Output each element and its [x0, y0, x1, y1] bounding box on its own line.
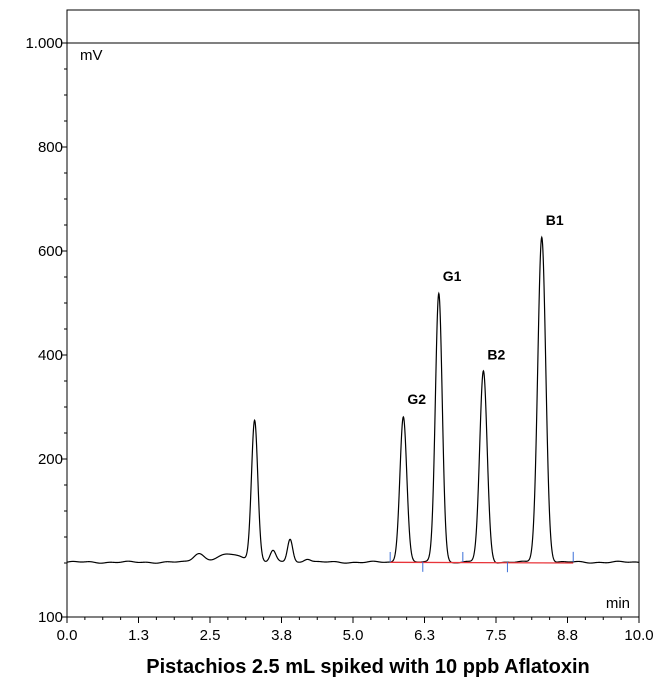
x-tick-label: 0.0	[57, 627, 78, 644]
y-tick-label: 100	[38, 609, 63, 626]
x-tick-label: 5.0	[343, 627, 364, 644]
peak-label: G1	[443, 268, 462, 284]
x-tick-label: 7.5	[486, 627, 507, 644]
x-tick-label: 6.3	[414, 627, 435, 644]
y-axis-ticks: 100 200 400 600 800 1.000	[25, 35, 67, 626]
peak-label: G2	[407, 391, 426, 407]
y-tick-label: 1.000	[25, 35, 63, 52]
x-tick-label: 1.3	[128, 627, 149, 644]
x-tick-label: 2.5	[200, 627, 221, 644]
peak-label: B2	[487, 346, 505, 362]
x-axis-ticks: 0.0 1.3 2.5 3.8 5.0 6.3 7.5 8.8 10.0	[57, 617, 654, 644]
chromatogram-trace	[66, 235, 640, 564]
y-tick-label: 600	[38, 243, 63, 260]
integration-baseline	[390, 561, 574, 564]
peak-labels: G2 G1 B2 B1	[407, 212, 564, 407]
y-unit-label: mV	[80, 47, 103, 64]
y-tick-label: 400	[38, 347, 63, 364]
x-tick-label: 10.0	[624, 627, 653, 644]
x-unit-label: min	[606, 595, 630, 612]
x-tick-label: 3.8	[271, 627, 292, 644]
y-tick-label: 800	[38, 139, 63, 156]
x-tick-label: 8.8	[557, 627, 578, 644]
chart-marks	[66, 235, 640, 573]
peak-label: B1	[546, 212, 564, 228]
plot-frame	[66, 9, 640, 618]
chart-title: Pistachios 2.5 mL spiked with 10 ppb Afl…	[146, 656, 589, 678]
y-tick-label: 200	[38, 451, 63, 468]
